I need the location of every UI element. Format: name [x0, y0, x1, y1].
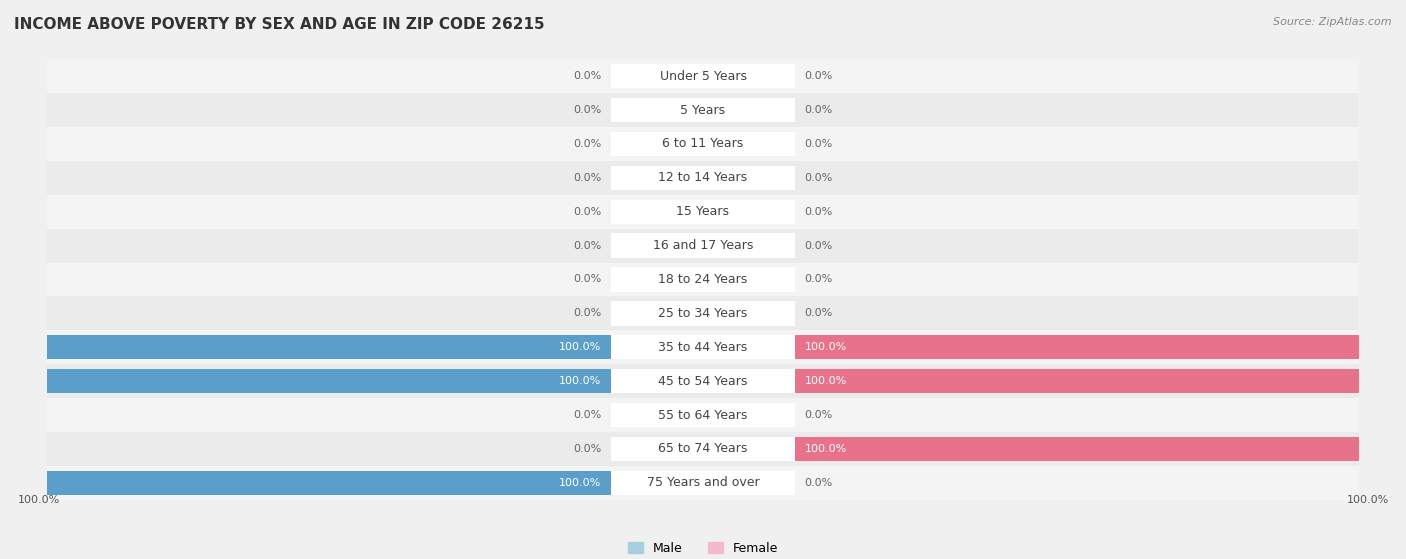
Bar [612, 98, 794, 122]
Text: 100.0%: 100.0% [560, 478, 602, 488]
Text: Source: ZipAtlas.com: Source: ZipAtlas.com [1274, 17, 1392, 27]
Text: 6 to 11 Years: 6 to 11 Years [662, 138, 744, 150]
Text: 35 to 44 Years: 35 to 44 Years [658, 341, 748, 354]
Bar [612, 437, 794, 461]
Bar [46, 229, 1360, 263]
Bar [46, 93, 1360, 127]
Bar [46, 369, 703, 394]
Bar [703, 200, 782, 224]
Text: 45 to 54 Years: 45 to 54 Years [658, 375, 748, 387]
Bar [624, 132, 703, 156]
Bar [703, 165, 782, 190]
Bar [46, 330, 1360, 364]
Bar [612, 234, 794, 258]
Text: 0.0%: 0.0% [574, 274, 602, 285]
Text: 0.0%: 0.0% [804, 274, 832, 285]
Text: 0.0%: 0.0% [574, 173, 602, 183]
Bar [46, 127, 1360, 161]
Bar [46, 296, 1360, 330]
Text: 0.0%: 0.0% [574, 207, 602, 217]
Text: INCOME ABOVE POVERTY BY SEX AND AGE IN ZIP CODE 26215: INCOME ABOVE POVERTY BY SEX AND AGE IN Z… [14, 17, 544, 32]
Bar [703, 301, 782, 325]
Text: 0.0%: 0.0% [574, 410, 602, 420]
Bar [46, 398, 1360, 432]
Bar [46, 364, 1360, 398]
Text: 0.0%: 0.0% [574, 309, 602, 319]
Bar [612, 200, 794, 224]
Text: Under 5 Years: Under 5 Years [659, 70, 747, 83]
Bar [624, 301, 703, 325]
Bar [612, 403, 794, 427]
Text: 0.0%: 0.0% [804, 139, 832, 149]
Bar [612, 64, 794, 88]
Text: 0.0%: 0.0% [804, 410, 832, 420]
Bar [612, 335, 794, 359]
Bar [703, 369, 1360, 394]
Text: 0.0%: 0.0% [574, 444, 602, 454]
Bar [703, 471, 782, 495]
Bar [46, 466, 1360, 500]
Bar [612, 369, 794, 394]
Bar [624, 267, 703, 292]
Bar [612, 267, 794, 292]
Text: 0.0%: 0.0% [574, 240, 602, 250]
Text: 100.0%: 100.0% [560, 376, 602, 386]
Bar [703, 132, 782, 156]
Bar [46, 263, 1360, 296]
Legend: Male, Female: Male, Female [628, 542, 778, 555]
Text: 75 Years and over: 75 Years and over [647, 476, 759, 489]
Text: 5 Years: 5 Years [681, 103, 725, 117]
Bar [703, 267, 782, 292]
Bar [46, 59, 1360, 93]
Text: 0.0%: 0.0% [804, 309, 832, 319]
Text: 0.0%: 0.0% [804, 71, 832, 81]
Bar [703, 335, 1360, 359]
Bar [612, 301, 794, 325]
Bar [46, 471, 703, 495]
Text: 100.0%: 100.0% [560, 342, 602, 352]
Text: 0.0%: 0.0% [574, 139, 602, 149]
Text: 0.0%: 0.0% [804, 173, 832, 183]
Text: 0.0%: 0.0% [804, 478, 832, 488]
Bar [703, 98, 782, 122]
Text: 100.0%: 100.0% [804, 376, 846, 386]
Text: 100.0%: 100.0% [804, 342, 846, 352]
Text: 0.0%: 0.0% [574, 71, 602, 81]
Text: 0.0%: 0.0% [804, 105, 832, 115]
Bar [703, 437, 1360, 461]
Bar [703, 403, 782, 427]
Bar [612, 165, 794, 190]
Bar [624, 200, 703, 224]
Text: 0.0%: 0.0% [574, 105, 602, 115]
Text: 15 Years: 15 Years [676, 205, 730, 218]
Bar [46, 432, 1360, 466]
Text: 100.0%: 100.0% [1347, 495, 1389, 505]
Bar [46, 161, 1360, 195]
Text: 0.0%: 0.0% [804, 207, 832, 217]
Bar [624, 165, 703, 190]
Bar [624, 403, 703, 427]
Text: 55 to 64 Years: 55 to 64 Years [658, 409, 748, 421]
Bar [703, 64, 782, 88]
Text: 0.0%: 0.0% [804, 240, 832, 250]
Bar [612, 471, 794, 495]
Text: 18 to 24 Years: 18 to 24 Years [658, 273, 748, 286]
Text: 100.0%: 100.0% [804, 444, 846, 454]
Bar [46, 335, 703, 359]
Bar [624, 64, 703, 88]
Text: 25 to 34 Years: 25 to 34 Years [658, 307, 748, 320]
Bar [703, 234, 782, 258]
Text: 100.0%: 100.0% [17, 495, 59, 505]
Bar [624, 98, 703, 122]
Bar [46, 195, 1360, 229]
Text: 12 to 14 Years: 12 to 14 Years [658, 172, 748, 184]
Bar [624, 437, 703, 461]
Text: 16 and 17 Years: 16 and 17 Years [652, 239, 754, 252]
Text: 65 to 74 Years: 65 to 74 Years [658, 442, 748, 456]
Bar [624, 234, 703, 258]
Bar [612, 132, 794, 156]
